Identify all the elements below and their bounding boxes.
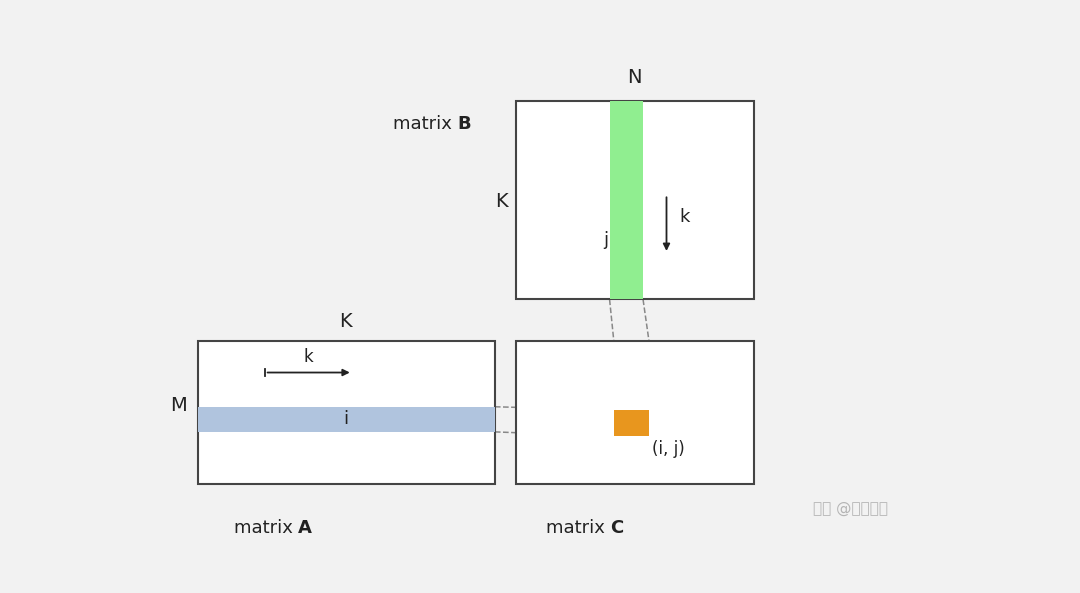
Text: N: N xyxy=(627,68,642,87)
Text: matrix: matrix xyxy=(233,519,298,537)
Text: 知乎 @紫气东来: 知乎 @紫气东来 xyxy=(813,501,888,517)
Text: K: K xyxy=(339,313,352,331)
Text: k: k xyxy=(679,208,689,227)
Bar xyxy=(613,410,649,436)
Text: j: j xyxy=(604,231,609,249)
Text: C: C xyxy=(610,519,623,537)
Bar xyxy=(198,407,495,432)
Bar xyxy=(198,340,495,484)
Bar xyxy=(609,101,643,299)
Text: (i, j): (i, j) xyxy=(652,440,685,458)
Bar xyxy=(516,101,754,299)
Text: matrix: matrix xyxy=(393,114,457,133)
Text: K: K xyxy=(495,192,508,211)
Text: M: M xyxy=(171,396,187,415)
Text: B: B xyxy=(457,114,471,133)
Text: matrix: matrix xyxy=(545,519,610,537)
Text: k: k xyxy=(303,347,313,366)
Bar xyxy=(516,340,754,484)
Text: A: A xyxy=(298,519,312,537)
Text: i: i xyxy=(343,410,349,428)
